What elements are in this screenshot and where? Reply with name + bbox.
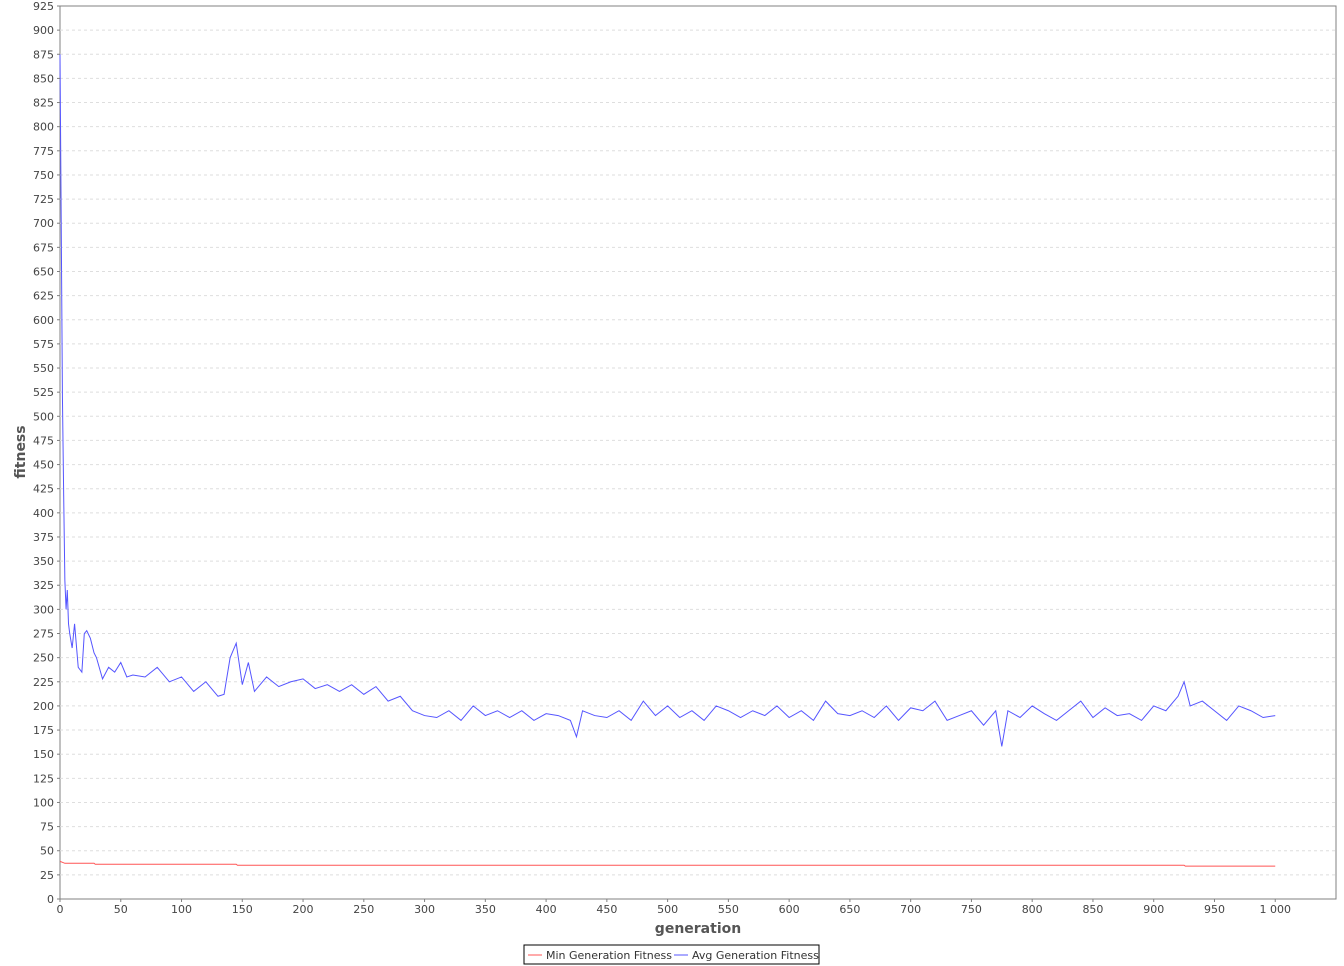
x-tick-label: 1 000: [1259, 903, 1291, 916]
y-tick-label: 425: [33, 483, 54, 496]
y-tick-label: 75: [40, 821, 54, 834]
y-tick-label: 625: [33, 290, 54, 303]
y-tick-label: 550: [33, 362, 54, 375]
y-tick-label: 0: [47, 893, 54, 906]
x-tick-label: 600: [779, 903, 800, 916]
y-tick-label: 500: [33, 410, 54, 423]
series-line-0: [59, 860, 1276, 867]
x-tick-label: 100: [171, 903, 192, 916]
y-tick-label: 525: [33, 386, 54, 399]
x-tick-label: 150: [232, 903, 253, 916]
x-tick-label: 450: [596, 903, 617, 916]
x-axis: 0 50 100 150 200 250 300 350 400 450 500 550 600 650 7…: [57, 899, 1291, 916]
x-tick-label: 500: [657, 903, 678, 916]
x-tick-label: 850: [1082, 903, 1103, 916]
plot-background: [59, 5, 1337, 900]
y-tick-label: 25: [40, 869, 54, 882]
y-axis-label: fitness: [13, 425, 29, 478]
series-line-1: [59, 54, 1276, 747]
y-tick-label: 100: [33, 796, 54, 809]
y-tick-label: 775: [33, 145, 54, 158]
x-tick-label: 750: [961, 903, 982, 916]
legend-label-min: Min Generation Fitness: [546, 949, 672, 962]
y-tick-label: 675: [33, 241, 54, 254]
y-tick-label: 575: [33, 338, 54, 351]
y-tick-label: 200: [33, 700, 54, 713]
y-tick-label: 750: [33, 169, 54, 182]
y-tick-label: 725: [33, 193, 54, 206]
y-tick-label: 700: [33, 217, 54, 230]
legend: Min Generation Fitness Avg Generation Fi…: [523, 944, 820, 965]
y-tick-label: 825: [33, 97, 54, 110]
y-tick-label: 50: [40, 845, 54, 858]
x-tick-label: 950: [1204, 903, 1225, 916]
y-tick-label: 300: [33, 603, 54, 616]
y-tick-label: 175: [33, 724, 54, 737]
legend-label-avg: Avg Generation Fitness: [692, 949, 819, 962]
y-tick-label: 450: [33, 459, 54, 472]
series-lines: [59, 54, 1276, 867]
grid-lines: [60, 29, 1336, 876]
y-tick-label: 600: [33, 314, 54, 327]
x-tick-label: 900: [1143, 903, 1164, 916]
y-tick-label: 275: [33, 628, 54, 641]
y-axis: 0 25 50 75 100 125 150 175 200 225 250 275 300 325 350…: [33, 0, 60, 906]
y-tick-label: 250: [33, 652, 54, 665]
y-tick-label: 325: [33, 579, 54, 592]
x-tick-label: 350: [475, 903, 496, 916]
y-tick-label: 150: [33, 748, 54, 761]
x-tick-label: 250: [353, 903, 374, 916]
y-tick-label: 225: [33, 676, 54, 689]
x-tick-label: 800: [1022, 903, 1043, 916]
x-tick-label: 400: [536, 903, 557, 916]
y-tick-label: 125: [33, 772, 54, 785]
y-tick-label: 850: [33, 72, 54, 85]
x-tick-label: 50: [114, 903, 128, 916]
y-tick-label: 875: [33, 48, 54, 61]
y-tick-label: 800: [33, 121, 54, 134]
x-tick-label: 300: [414, 903, 435, 916]
y-tick-label: 350: [33, 555, 54, 568]
y-tick-label: 650: [33, 265, 54, 278]
x-axis-label: generation: [655, 921, 741, 937]
x-tick-label: 650: [839, 903, 860, 916]
y-tick-label: 375: [33, 531, 54, 544]
x-tick-label: 700: [900, 903, 921, 916]
y-tick-label: 400: [33, 507, 54, 520]
y-tick-label: 900: [33, 24, 54, 37]
legend-box: [523, 944, 820, 965]
y-tick-label: 925: [33, 0, 54, 13]
x-tick-label: 550: [718, 903, 739, 916]
x-tick-label: 0: [57, 903, 64, 916]
x-tick-label: 200: [293, 903, 314, 916]
y-tick-label: 475: [33, 434, 54, 447]
